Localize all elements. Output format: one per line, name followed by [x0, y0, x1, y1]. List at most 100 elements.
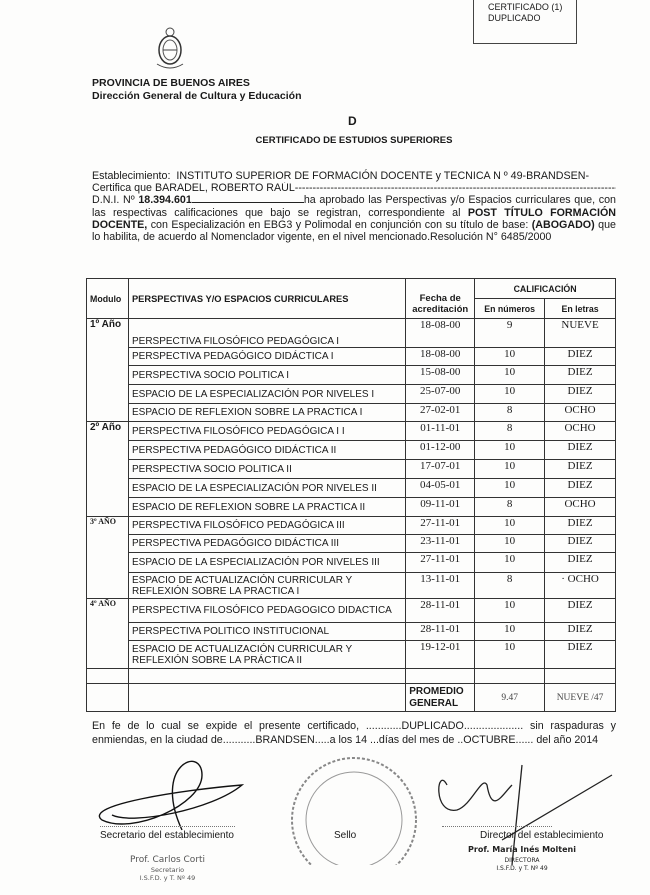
table-row: PERSPECTIVA SOCIO POLITICA I 15-08-00 10 DI…	[86, 365, 616, 385]
student-name: BARADEL, ROBERTO RAÚL	[154, 182, 295, 195]
subject-cell: ESPACIO DE ACTUALIZACIÓN CURRICULAR Y RE…	[127, 640, 407, 669]
grade-letters-cell: DIEZ	[544, 598, 616, 623]
dni-number: 18.394.601	[138, 194, 192, 207]
grade-letters-cell: · OCHO	[544, 572, 616, 599]
date-cell: 01-11-01	[405, 421, 476, 441]
grade-letters-cell	[544, 668, 616, 684]
document-title: CERTIFICADO DE ESTUDIOS SUPERIORES	[255, 135, 453, 146]
modulo-cell	[86, 668, 129, 684]
modulo-cell	[86, 440, 129, 460]
date-cell: 27-11-01	[405, 552, 476, 573]
table-row: PERSPECTIVA PEDAGÓGICO DIDÁCTICA I 18-08-…	[86, 347, 616, 366]
secretario-signature-line	[100, 826, 235, 827]
table-row: 4º AÑO PERSPECTIVA FILOSÓFICO PEDAGOGICO …	[86, 598, 616, 623]
grade-number-cell: 10	[474, 365, 546, 385]
grade-number-cell: 10	[474, 598, 546, 623]
grade-letters-cell: OCHO	[544, 403, 616, 422]
date-cell: 25-07-00	[405, 384, 476, 404]
grade-letters-cell: DIEZ	[544, 478, 616, 498]
date-cell: 01-12-00	[405, 440, 476, 460]
date-cell: 18-08-00	[405, 318, 476, 348]
secretario-label: Secretario del establecimiento	[100, 830, 234, 841]
grade-number-cell: 10	[474, 516, 546, 535]
modulo-cell	[86, 384, 129, 404]
subject-cell: ESPACIO DE LA ESPECIALIZACIÓN POR NIVELE…	[127, 478, 407, 498]
table-row	[86, 668, 616, 684]
secretario-name: Prof. Carlos Corti	[129, 855, 206, 865]
promedio-letras: NUEVE /47	[544, 683, 616, 712]
stamp-line2: DUPLICADO	[488, 13, 541, 23]
modulo-cell	[86, 534, 129, 553]
director-name: Prof. María Inés Molteni	[468, 845, 576, 854]
table-row: PERSPECTIVA PEDAGÓGICO DIDÁCTICA II 01-12…	[86, 440, 616, 460]
modulo-cell	[86, 478, 129, 498]
closing-text: En fe de lo cual se expide el presente c…	[92, 720, 616, 746]
subject-cell: PERSPECTIVA FILOSÓFICO PEDAGOGICO DIDACT…	[127, 598, 407, 623]
table-row: ESPACIO DE LA ESPECIALIZACIÓN POR NIVELE…	[86, 384, 616, 404]
subject-cell: PERSPECTIVA PEDAGÓGICO DIDÁCTICA II	[127, 440, 407, 460]
table-row: ESPACIO DE LA ESPECIALIZACIÓN POR NIVELE…	[86, 552, 616, 573]
grade-letters-cell: DIEZ	[544, 640, 616, 669]
grade-letters-cell: DIEZ	[544, 516, 616, 535]
header-letras: En letras	[544, 298, 616, 319]
table-row: ESPACIO DE REFLEXION SOBRE LA PRACTICA I…	[86, 497, 616, 517]
promedio-row: PROMEDIO GENERAL 9.47 NUEVE /47	[86, 683, 616, 712]
department-name: Dirección General de Cultura y Educación	[92, 90, 302, 102]
subject-cell: PERSPECTIVA POLITICO INSTITUCIONAL	[127, 622, 407, 641]
date-cell: 04-05-01	[405, 478, 476, 498]
date-cell: 09-11-01	[405, 497, 476, 517]
subject-cell: ESPACIO DE LA ESPECIALIZACIÓN POR NIVELE…	[127, 384, 407, 404]
date-cell: 27-11-01	[405, 516, 476, 535]
table-row: PERSPECTIVA POLITICO INSTITUCIONAL 28-11-…	[86, 622, 616, 641]
table-row: ESPACIO DE REFLEXION SOBRE LA PRACTICA I…	[86, 403, 616, 422]
grade-letters-cell: DIEZ	[544, 365, 616, 385]
director-title: DIRECTORA	[504, 857, 540, 864]
institution-name: INSTITUTO SUPERIOR DE FORMACIÓN DOCENTE …	[176, 170, 590, 182]
date-cell: 17-07-01	[405, 459, 476, 479]
grade-letters-cell: DIEZ	[544, 347, 616, 366]
subject-cell: PERSPECTIVA PEDAGÓGICO DIDÁCTICA III	[127, 534, 407, 553]
table-row: 3º AÑO PERSPECTIVA FILOSÓFICO PEDAGÓGICA …	[86, 516, 616, 535]
grade-number-cell	[474, 668, 546, 684]
form-letter: D	[348, 114, 357, 128]
modulo-cell: 3º AÑO	[86, 516, 129, 535]
grade-letters-cell: OCHO	[544, 497, 616, 517]
grade-letters-cell: NUEVE	[544, 318, 616, 348]
grade-number-cell: 10	[474, 534, 546, 553]
header-espacios: PERSPECTIVAS Y/O ESPACIOS CURRICULARES	[127, 278, 407, 319]
grade-number-cell: 9	[474, 318, 546, 348]
director-signature-line	[442, 826, 552, 827]
subject-cell: PERSPECTIVA PEDAGÓGICO DIDÁCTICA I	[127, 347, 407, 366]
table-row: PERSPECTIVA PEDAGÓGICO DIDÁCTICA III 23-1…	[86, 534, 616, 553]
grade-number-cell: 10	[474, 552, 546, 573]
table-row: ESPACIO DE ACTUALIZACIÓN CURRICULAR Y RE…	[86, 572, 616, 599]
grade-number-cell: 8	[474, 497, 546, 517]
subject-cell: PERSPECTIVA FILOSÓFICO PEDAGÓGICA I	[127, 318, 407, 348]
table-row: 2º Año PERSPECTIVA FILOSÓFICO PEDAGÓGICA …	[86, 421, 616, 441]
base-degree: (ABOGADO)	[531, 218, 595, 231]
promedio-label: PROMEDIO GENERAL	[405, 683, 476, 712]
degree-title: POST TÍTULO FORMACIÓN DOCENTE,	[92, 206, 616, 231]
date-cell: 13-11-01	[405, 572, 476, 599]
secretario-institution: I.S.F.D. y T. Nº 49	[139, 874, 196, 882]
header-modulo: Modulo	[86, 278, 129, 319]
date-cell: 27-02-01	[405, 403, 476, 422]
table-row: 1º Año PERSPECTIVA FILOSÓFICO PEDAGÓGICA …	[86, 318, 616, 348]
modulo-cell	[86, 497, 129, 517]
grades-table: Modulo PERSPECTIVAS Y/O ESPACIOS CURRICU…	[86, 278, 616, 712]
date-cell: 28-11-01	[405, 598, 476, 623]
grade-letters-cell: DIEZ	[544, 440, 616, 460]
grade-number-cell: 10	[474, 640, 546, 669]
date-cell: 18-08-00	[405, 347, 476, 366]
grade-number-cell: 8	[474, 421, 546, 441]
grade-number-cell: 10	[474, 440, 546, 460]
province-name: PROVINCIA DE BUENOS AIRES	[92, 77, 250, 89]
subject-cell: PERSPECTIVA SOCIO POLITICA II	[127, 459, 407, 479]
subject-cell: PERSPECTIVA SOCIO POLITICA I	[127, 365, 407, 385]
subject-cell	[127, 668, 407, 684]
subject-cell: ESPACIO DE ACTUALIZACIÓN CURRICULAR Y RE…	[127, 572, 407, 599]
subject-cell: ESPACIO DE REFLEXION SOBRE LA PRACTICA I…	[127, 497, 407, 517]
modulo-cell	[86, 365, 129, 385]
table-row: PERSPECTIVA SOCIO POLITICA II 17-07-01 10 D…	[86, 459, 616, 479]
date-cell	[405, 668, 476, 684]
